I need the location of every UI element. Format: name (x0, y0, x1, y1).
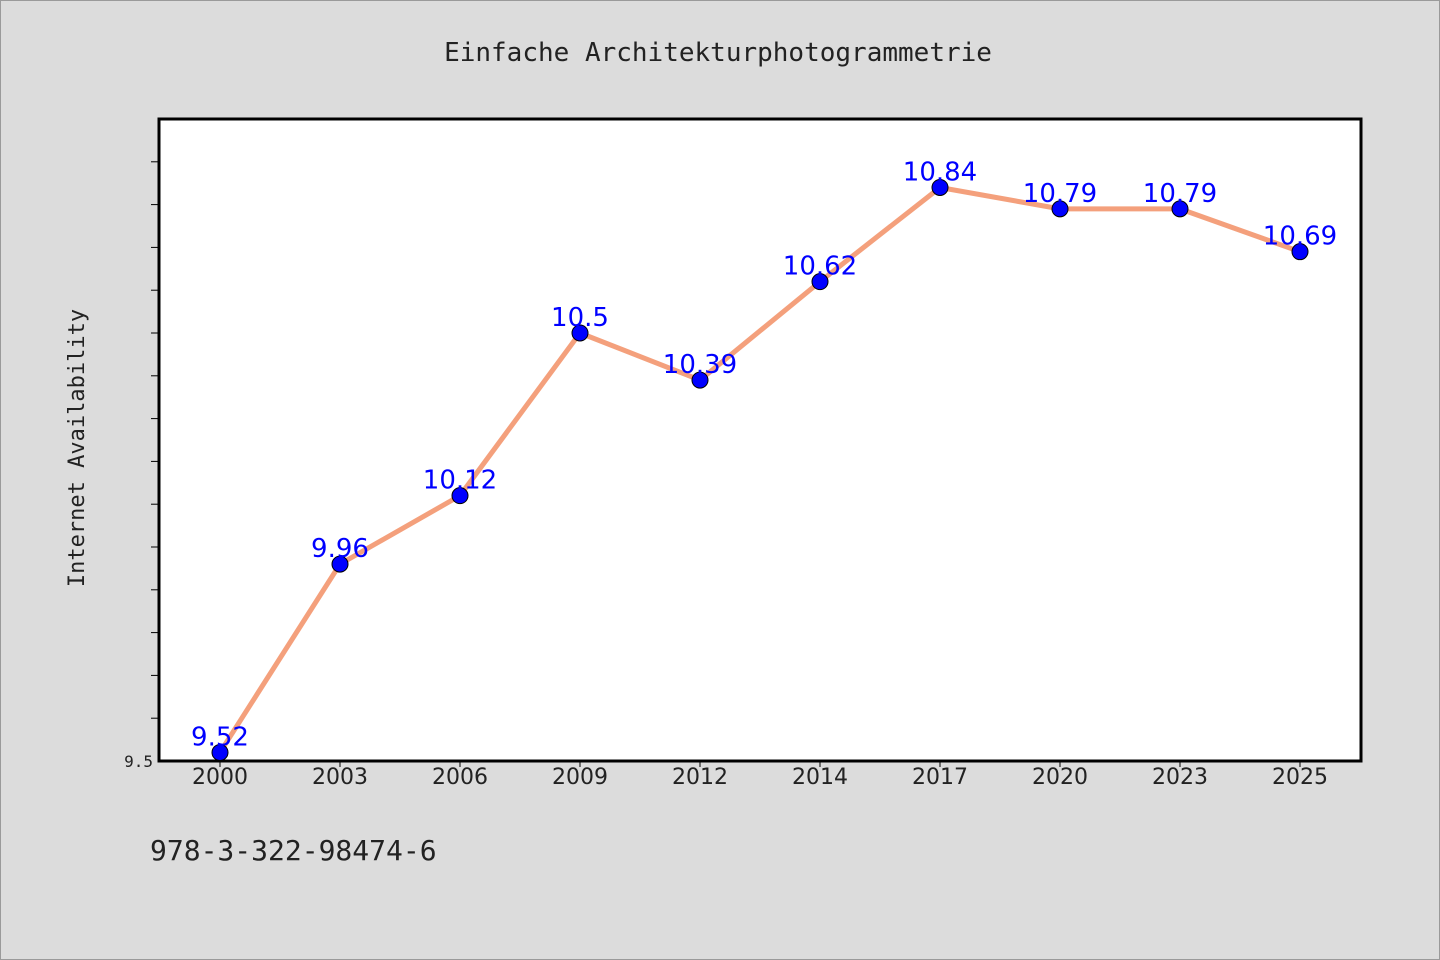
data-label: 10.69 (1263, 222, 1337, 252)
data-point (1291, 243, 1309, 261)
data-label: 9.52 (191, 722, 249, 752)
isbn-text: 978-3-322-98474-6 (150, 834, 437, 867)
data-label: 10.62 (783, 252, 857, 282)
data-point (931, 178, 949, 196)
marker-layer (211, 178, 1309, 761)
data-label: 10.12 (423, 466, 497, 496)
x-tick-label: 2017 (912, 765, 968, 790)
x-tick-label: 2009 (552, 765, 608, 790)
x-tick-label: 2023 (1152, 765, 1208, 790)
y-axis-label: Internet Availability (65, 309, 90, 587)
data-label-layer: 9.52 9.96 10.12 10.5 10.39 10.62 10.84 10.79 10.… (191, 157, 1337, 752)
x-tick-label: 2020 (1032, 765, 1088, 790)
series-line (217, 184, 1303, 755)
data-point (1051, 200, 1069, 218)
y-tick-label: 9.5 (124, 752, 153, 771)
x-tick-label: 2006 (432, 765, 488, 790)
plot-area (157, 117, 1363, 763)
data-label: 10.79 (1023, 179, 1097, 209)
data-point (331, 555, 349, 573)
chart-title: Einfache Architekturphotogrammetrie (444, 38, 992, 68)
data-label: 10.84 (903, 157, 977, 187)
data-label: 9.96 (311, 534, 369, 564)
data-point (691, 371, 709, 389)
y-axis-ticks: 9.5 (124, 161, 159, 771)
x-tick-label: 2003 (312, 765, 368, 790)
data-label: 10.79 (1143, 179, 1217, 209)
data-label: 10.5 (551, 303, 609, 333)
x-axis-ticks: 2000 2003 2006 2009 2012 2014 2017 2020 2023 2025 (192, 761, 1328, 790)
data-point (451, 487, 469, 505)
x-tick-label: 2014 (792, 765, 848, 790)
data-label: 10.39 (663, 350, 737, 380)
data-point (211, 743, 229, 761)
data-point (811, 273, 829, 291)
x-tick-label: 2012 (672, 765, 728, 790)
data-point (571, 324, 589, 342)
x-tick-label: 2025 (1272, 765, 1328, 790)
data-point (1171, 200, 1189, 218)
series-layer (217, 184, 1303, 755)
x-tick-label: 2000 (192, 765, 248, 790)
